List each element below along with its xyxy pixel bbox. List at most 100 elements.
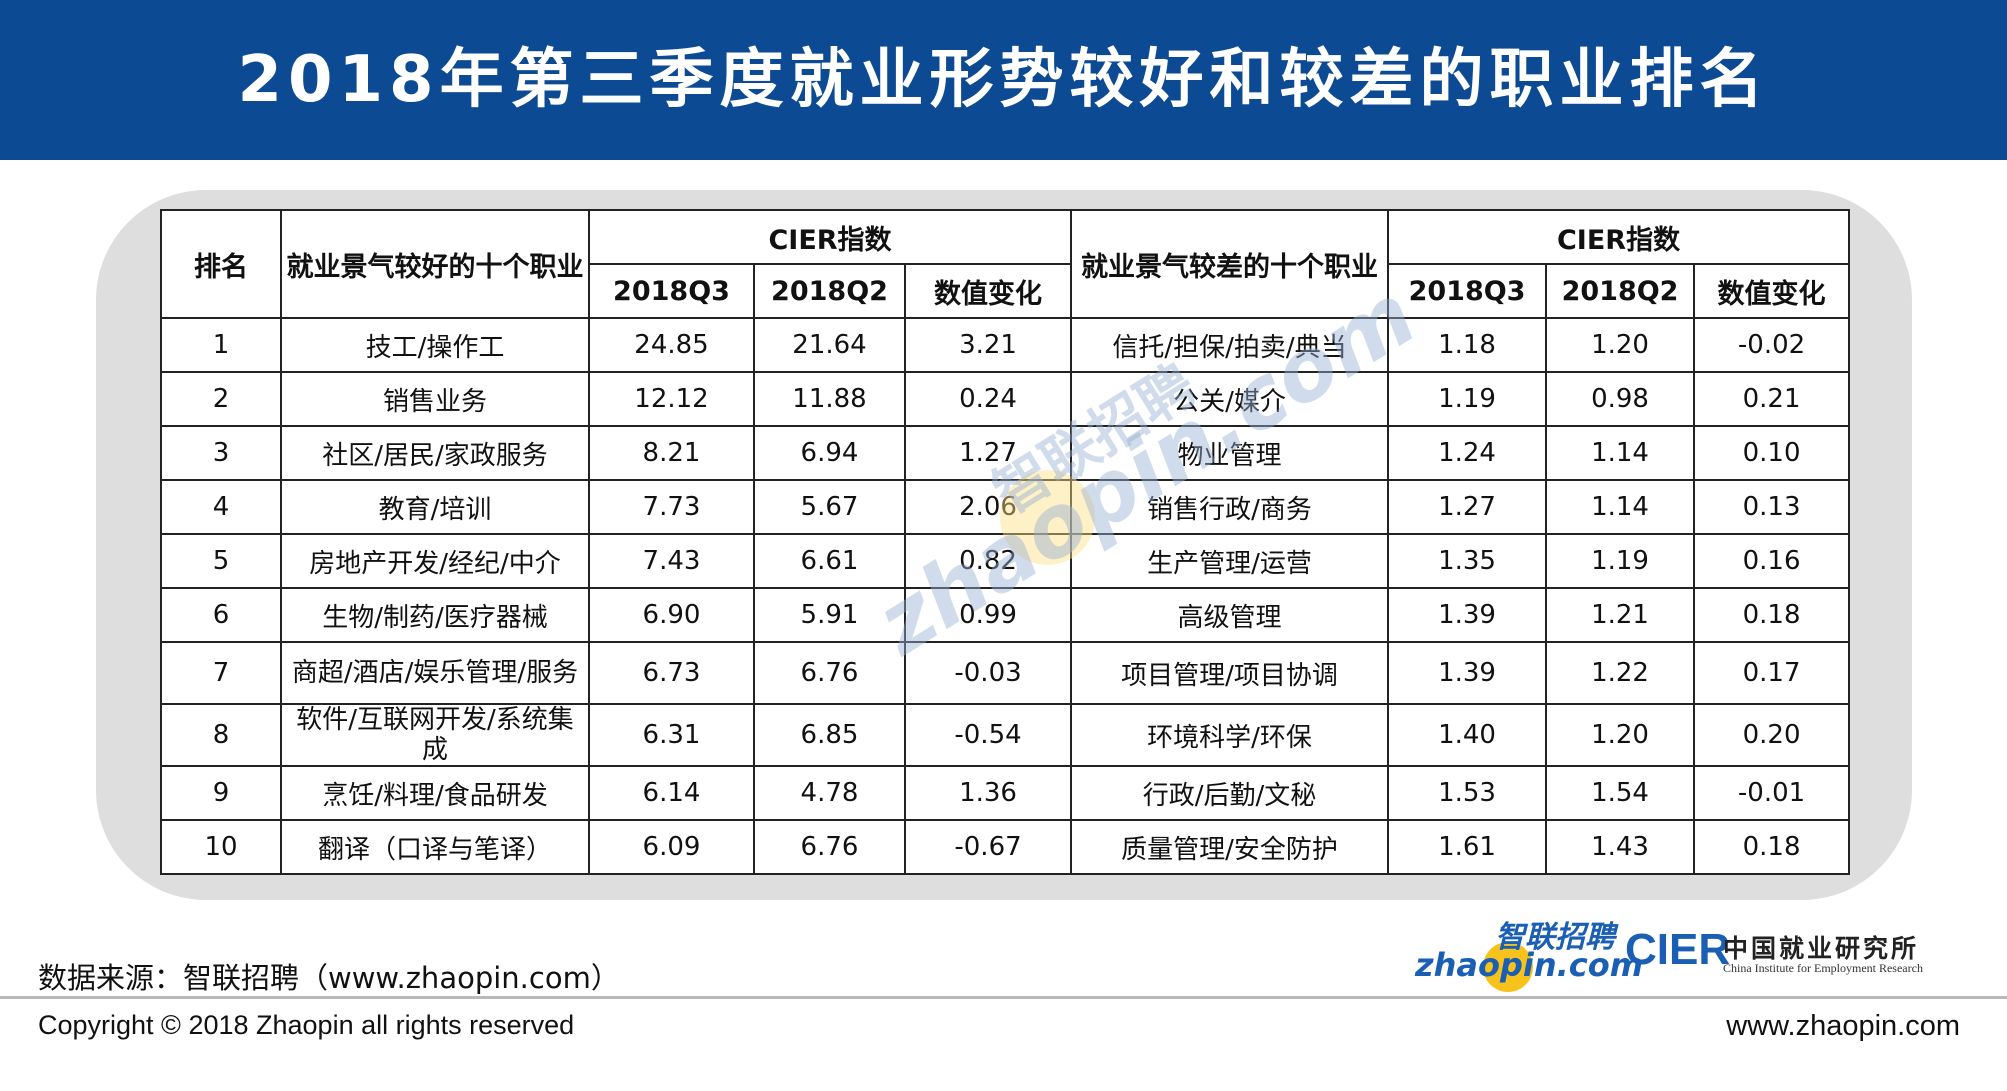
- bad-change-cell: 0.13: [1693, 479, 1851, 535]
- bad-change-cell: 0.21: [1693, 371, 1851, 427]
- table-row: 5 房地产开发/经纪/中介 7.43 6.61 0.82 生产管理/运营 1.3…: [160, 533, 1851, 589]
- good-q3-cell: 24.85: [588, 317, 755, 373]
- footer-divider: [0, 996, 2007, 999]
- good-change-cell: 1.27: [903, 425, 1073, 481]
- header-bad-jobs: 就业景气较差的十个职业: [1070, 209, 1390, 319]
- good-change-cell: -0.03: [903, 641, 1073, 705]
- good-change-cell: 2.06: [903, 479, 1073, 535]
- bad-q3-cell: 1.53: [1387, 765, 1548, 821]
- good-change-cell: 3.21: [903, 317, 1073, 373]
- bad-q2-cell: 1.43: [1545, 819, 1696, 875]
- bad-q2-cell: 1.14: [1545, 425, 1696, 481]
- bad-q2-cell: 1.20: [1545, 317, 1696, 373]
- rank-cell: 6: [160, 587, 282, 643]
- bad-q3-cell: 1.18: [1387, 317, 1548, 373]
- bad-change-cell: 0.18: [1693, 587, 1851, 643]
- bad-change-cell: 0.16: [1693, 533, 1851, 589]
- good-q2-cell: 6.76: [753, 819, 906, 875]
- table-row: 3 社区/居民/家政服务 8.21 6.94 1.27 物业管理 1.24 1.…: [160, 425, 1851, 481]
- bad-job-cell: 环境科学/环保: [1070, 703, 1390, 767]
- data-source-note: 数据来源：智联招聘（www.zhaopin.com）: [38, 961, 620, 995]
- table-row: 9 烹饪/料理/食品研发 6.14 4.78 1.36 行政/后勤/文秘 1.5…: [160, 765, 1851, 821]
- good-job-cell: 社区/居民/家政服务: [280, 425, 590, 481]
- table-row: 1 技工/操作工 24.85 21.64 3.21 信托/担保/拍卖/典当 1.…: [160, 317, 1851, 373]
- good-q3-cell: 6.09: [588, 819, 755, 875]
- bad-job-cell: 项目管理/项目协调: [1070, 641, 1390, 705]
- bad-job-cell: 公关/媒介: [1070, 371, 1390, 427]
- bad-change-cell: 0.20: [1693, 703, 1851, 767]
- header-bad-q3: 2018Q3: [1387, 263, 1548, 319]
- rank-cell: 1: [160, 317, 282, 373]
- good-q2-cell: 4.78: [753, 765, 906, 821]
- bad-q3-cell: 1.19: [1387, 371, 1548, 427]
- bad-job-cell: 质量管理/安全防护: [1070, 819, 1390, 875]
- cier-logo: CIER 中国就业研究所 China Institute for Employm…: [1625, 925, 1965, 985]
- bad-q2-cell: 1.22: [1545, 641, 1696, 705]
- rank-cell: 10: [160, 819, 282, 875]
- bad-change-cell: 0.18: [1693, 819, 1851, 875]
- good-job-cell: 教育/培训: [280, 479, 590, 535]
- good-job-cell: 软件/互联网开发/系统集成: [280, 703, 590, 767]
- good-job-cell: 销售业务: [280, 371, 590, 427]
- bad-change-cell: 0.17: [1693, 641, 1851, 705]
- good-job-cell: 生物/制药/医疗器械: [280, 587, 590, 643]
- bad-q3-cell: 1.39: [1387, 641, 1548, 705]
- good-job-cell: 翻译（口译与笔译）: [280, 819, 590, 875]
- good-q3-cell: 7.43: [588, 533, 755, 589]
- header-row-1: 排名 就业景气较好的十个职业 CIER指数 就业景气较差的十个职业 CIER指数: [160, 209, 1851, 319]
- table-row: 2 销售业务 12.12 11.88 0.24 公关/媒介 1.19 0.98 …: [160, 371, 1851, 427]
- bad-job-cell: 行政/后勤/文秘: [1070, 765, 1390, 821]
- good-change-cell: 0.99: [903, 587, 1073, 643]
- good-change-cell: 0.82: [903, 533, 1073, 589]
- bad-q2-cell: 1.19: [1545, 533, 1696, 589]
- bad-q3-cell: 1.40: [1387, 703, 1548, 767]
- bad-job-cell: 生产管理/运营: [1070, 533, 1390, 589]
- bad-job-cell: 信托/担保/拍卖/典当: [1070, 317, 1390, 373]
- table-row: 4 教育/培训 7.73 5.67 2.06 销售行政/商务 1.27 1.14…: [160, 479, 1851, 535]
- zhaopin-logo-en: zhaopin.com: [1415, 946, 1644, 984]
- bad-change-cell: -0.02: [1693, 317, 1851, 373]
- bad-q3-cell: 1.61: [1387, 819, 1548, 875]
- rank-cell: 9: [160, 765, 282, 821]
- bad-q2-cell: 1.54: [1545, 765, 1696, 821]
- header-good-q2: 2018Q2: [753, 263, 906, 319]
- good-q3-cell: 6.73: [588, 641, 755, 705]
- good-q3-cell: 6.14: [588, 765, 755, 821]
- bad-q3-cell: 1.27: [1387, 479, 1548, 535]
- header-cier-good: CIER指数: [587, 209, 1073, 265]
- header-good-q3: 2018Q3: [588, 263, 755, 319]
- rank-cell: 5: [160, 533, 282, 589]
- bad-q2-cell: 1.21: [1545, 587, 1696, 643]
- cier-logo-mark: CIER: [1625, 925, 1731, 974]
- good-q2-cell: 21.64: [753, 317, 906, 373]
- good-job-cell: 烹饪/料理/食品研发: [280, 765, 590, 821]
- ranking-table: 排名 就业景气较好的十个职业 CIER指数 就业景气较差的十个职业 CIER指数…: [160, 209, 1851, 875]
- good-q3-cell: 8.21: [588, 425, 755, 481]
- good-q2-cell: 6.85: [753, 703, 906, 767]
- header-bad-change: 数值变化: [1693, 263, 1851, 319]
- bad-job-cell: 销售行政/商务: [1070, 479, 1390, 535]
- bad-q2-cell: 1.20: [1545, 703, 1696, 767]
- bad-q3-cell: 1.24: [1387, 425, 1548, 481]
- rank-cell: 7: [160, 641, 282, 705]
- page-title: 2018年第三季度就业形势较好和较差的职业排名: [237, 43, 1770, 117]
- rank-cell: 8: [160, 703, 282, 767]
- good-change-cell: 0.24: [903, 371, 1073, 427]
- good-job-cell: 商超/酒店/娱乐管理/服务: [280, 641, 590, 705]
- good-job-cell: 房地产开发/经纪/中介: [280, 533, 590, 589]
- rank-cell: 2: [160, 371, 282, 427]
- header-row-2: 2018Q3 2018Q2 数值变化 2018Q3 2018Q2 数值变化: [161, 263, 1851, 319]
- good-q2-cell: 6.94: [753, 425, 906, 481]
- bad-q2-cell: 0.98: [1545, 371, 1696, 427]
- table-row: 7 商超/酒店/娱乐管理/服务 6.73 6.76 -0.03 项目管理/项目协…: [160, 641, 1851, 705]
- rank-cell: 3: [160, 425, 282, 481]
- bad-q3-cell: 1.35: [1387, 533, 1548, 589]
- good-q2-cell: 11.88: [753, 371, 906, 427]
- zhaopin-logo-cn: 智联招聘: [1495, 920, 1615, 955]
- copyright-text: Copyright © 2018 Zhaopin all rights rese…: [38, 1010, 575, 1040]
- good-q3-cell: 12.12: [588, 371, 755, 427]
- table-row: 10 翻译（口译与笔译） 6.09 6.76 -0.67 质量管理/安全防护 1…: [160, 819, 1851, 875]
- header-good-change: 数值变化: [903, 263, 1073, 319]
- title-banner: 2018年第三季度就业形势较好和较差的职业排名: [0, 0, 2007, 160]
- table-row: 6 生物/制药/医疗器械 6.90 5.91 0.99 高级管理 1.39 1.…: [160, 587, 1851, 643]
